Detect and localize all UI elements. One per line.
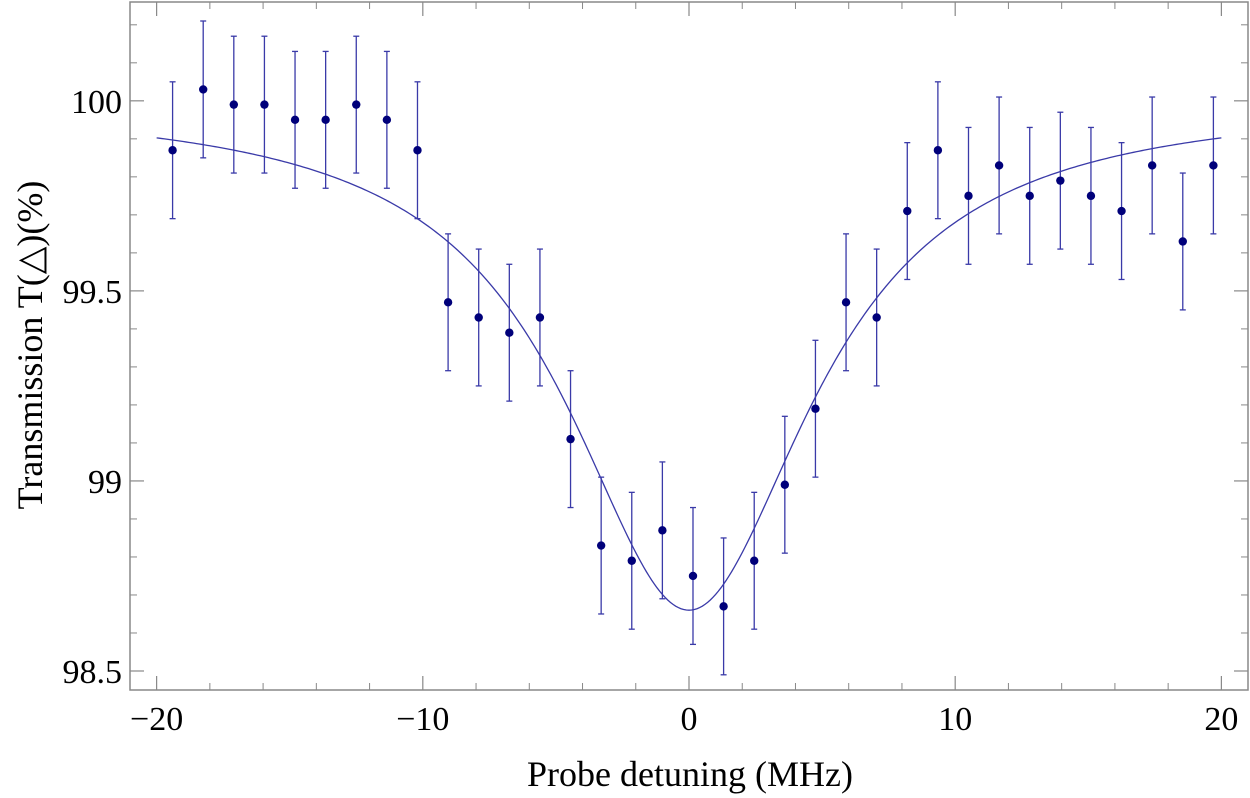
x-tick-label: −10 — [396, 701, 449, 738]
plot-frame — [129, 1, 1249, 691]
data-point — [352, 100, 361, 109]
fit-curve — [156, 137, 1222, 611]
data-point — [1025, 191, 1034, 201]
x-axis-label: Probe detuning (MHz) — [527, 754, 853, 794]
data-point — [1086, 191, 1096, 201]
y-axis-label: Transmission T(△)(%) — [10, 181, 50, 510]
data-point — [1117, 206, 1126, 216]
x-tick-label: 10 — [938, 701, 972, 738]
x-tick-label: 20 — [1204, 701, 1238, 738]
data-point — [719, 602, 728, 611]
data-point — [413, 146, 422, 155]
data-point — [903, 206, 912, 216]
data-point — [199, 85, 208, 94]
y-tick-label: 99 — [88, 464, 122, 501]
data-point — [994, 161, 1004, 170]
data-point — [443, 298, 453, 307]
axes-box — [129, 1, 1249, 691]
fit-curve-group — [156, 137, 1222, 611]
data-point — [321, 115, 330, 125]
x-tick-label: −20 — [130, 701, 183, 738]
y-tick-label: 98.5 — [63, 654, 123, 691]
data-point — [382, 115, 392, 125]
data-point — [841, 298, 851, 307]
data-point — [1178, 237, 1187, 246]
data-point — [505, 328, 514, 337]
data-point — [811, 404, 820, 413]
data-point — [627, 556, 636, 565]
data-point — [474, 313, 483, 322]
data-point — [750, 556, 759, 565]
data-point — [933, 146, 943, 155]
data-point — [964, 191, 973, 201]
data-point — [1056, 176, 1065, 185]
data-point — [1209, 161, 1218, 170]
data-point — [780, 480, 790, 489]
y-tick-label: 100 — [71, 84, 122, 121]
data-point — [872, 313, 881, 322]
data-point — [596, 541, 606, 550]
ticks-group: −20 −10 0 10 20 98.5 99 99.5 100 — [63, 2, 1248, 738]
data-point — [535, 313, 545, 322]
data-point — [290, 115, 300, 125]
data-point — [168, 146, 177, 155]
data-point — [229, 100, 239, 109]
data-points-group — [168, 85, 1218, 611]
data-point — [658, 526, 667, 535]
data-point — [688, 571, 698, 581]
data-point — [566, 434, 575, 444]
data-point — [1147, 161, 1157, 170]
x-tick-label: 0 — [681, 701, 698, 738]
y-tick-label: 99.5 — [63, 274, 123, 311]
data-point — [260, 100, 269, 109]
